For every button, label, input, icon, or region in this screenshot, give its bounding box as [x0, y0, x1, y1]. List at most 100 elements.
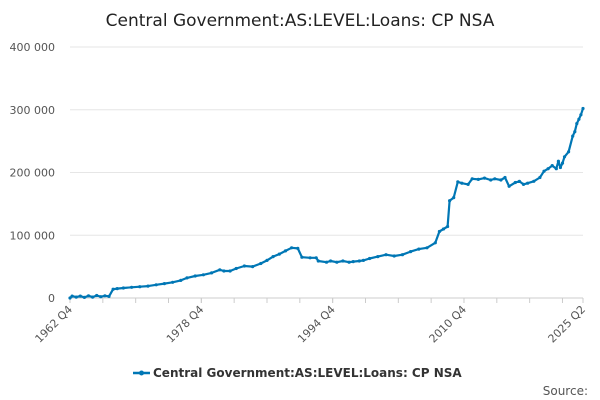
data-point[interactable]	[234, 266, 238, 271]
data-point[interactable]	[489, 178, 493, 182]
y-tick-label: 0	[48, 292, 55, 305]
data-point[interactable]	[146, 284, 150, 288]
data-point[interactable]	[300, 255, 304, 259]
data-point[interactable]	[271, 255, 275, 259]
data-point[interactable]	[499, 178, 503, 182]
data-point[interactable]	[507, 184, 511, 188]
data-point[interactable]	[470, 177, 474, 181]
data-point[interactable]	[579, 113, 583, 117]
data-point[interactable]	[526, 181, 530, 185]
data-point[interactable]	[532, 179, 536, 183]
legend[interactable]: Central Government:AS:LEVEL:Loans: CP NS…	[133, 366, 462, 380]
data-point[interactable]	[513, 180, 517, 185]
data-point[interactable]	[277, 252, 281, 256]
data-point[interactable]	[567, 150, 571, 154]
data-point[interactable]	[538, 175, 542, 180]
data-point[interactable]	[242, 264, 246, 268]
data-point[interactable]	[577, 117, 581, 121]
data-point[interactable]	[283, 249, 288, 253]
data-point[interactable]	[562, 155, 567, 159]
data-point[interactable]	[193, 274, 197, 278]
data-point[interactable]	[542, 169, 546, 173]
data-point[interactable]	[503, 175, 507, 180]
data-point[interactable]	[228, 269, 232, 273]
data-point[interactable]	[456, 180, 460, 184]
data-point[interactable]	[384, 253, 388, 257]
data-point[interactable]	[476, 177, 480, 181]
data-point[interactable]	[417, 247, 421, 251]
data-point[interactable]	[290, 246, 294, 250]
data-point[interactable]	[103, 294, 107, 298]
data-point[interactable]	[376, 255, 380, 259]
data-point[interactable]	[115, 287, 119, 291]
data-point[interactable]	[185, 276, 189, 280]
data-point[interactable]	[550, 164, 554, 168]
data-point[interactable]	[571, 134, 575, 138]
data-point[interactable]	[575, 122, 579, 126]
data-point[interactable]	[138, 285, 142, 289]
data-point[interactable]	[351, 260, 355, 264]
data-point[interactable]	[308, 256, 312, 260]
data-point[interactable]	[222, 269, 226, 273]
data-point[interactable]	[573, 130, 577, 134]
data-point[interactable]	[433, 241, 437, 245]
data-point[interactable]	[95, 293, 99, 298]
data-point[interactable]	[521, 182, 526, 186]
data-point[interactable]	[409, 250, 413, 254]
data-point[interactable]	[517, 179, 522, 183]
data-point[interactable]	[296, 246, 300, 250]
data-point[interactable]	[86, 294, 91, 298]
data-point[interactable]	[357, 259, 361, 263]
data-point[interactable]	[107, 294, 111, 298]
data-point[interactable]	[361, 258, 365, 262]
data-point[interactable]	[201, 273, 205, 277]
data-point[interactable]	[121, 286, 125, 290]
data-point[interactable]	[493, 177, 497, 181]
data-point[interactable]	[329, 259, 333, 263]
data-point[interactable]	[162, 282, 166, 286]
data-point[interactable]	[259, 261, 263, 266]
data-point[interactable]	[68, 296, 72, 300]
data-point[interactable]	[70, 294, 74, 298]
x-tick-label: 1978 Q4	[164, 303, 207, 346]
data-point[interactable]	[99, 295, 103, 299]
data-point[interactable]	[368, 256, 372, 261]
data-point[interactable]	[171, 280, 175, 284]
data-point[interactable]	[448, 199, 452, 203]
data-point[interactable]	[218, 268, 222, 272]
data-point[interactable]	[400, 253, 404, 257]
data-point[interactable]	[392, 254, 396, 258]
data-point[interactable]	[210, 271, 214, 275]
data-point[interactable]	[452, 196, 456, 200]
data-point[interactable]	[581, 106, 585, 111]
data-point[interactable]	[425, 246, 429, 250]
data-point[interactable]	[82, 295, 86, 299]
data-point[interactable]	[154, 283, 158, 287]
data-point[interactable]	[335, 260, 339, 264]
data-point[interactable]	[482, 176, 487, 180]
data-point[interactable]	[446, 224, 450, 229]
data-point[interactable]	[341, 259, 345, 263]
data-point[interactable]	[265, 258, 269, 262]
data-point[interactable]	[251, 265, 255, 269]
data-point[interactable]	[560, 161, 565, 165]
data-point[interactable]	[111, 287, 115, 291]
data-point[interactable]	[347, 260, 351, 264]
data-point[interactable]	[460, 181, 464, 185]
data-point[interactable]	[314, 256, 318, 260]
data-point[interactable]	[558, 165, 563, 170]
data-point[interactable]	[437, 229, 441, 234]
data-point[interactable]	[316, 259, 320, 263]
data-point[interactable]	[324, 260, 329, 264]
data-point[interactable]	[466, 182, 470, 186]
data-point[interactable]	[441, 227, 446, 231]
data-point[interactable]	[130, 285, 134, 289]
data-point[interactable]	[179, 278, 183, 282]
data-point[interactable]	[74, 295, 78, 299]
data-point[interactable]	[554, 167, 558, 171]
data-point[interactable]	[546, 167, 550, 171]
data-point[interactable]	[78, 294, 82, 298]
y-tick-label: 300 000	[10, 104, 56, 117]
data-point[interactable]	[556, 159, 561, 163]
data-point[interactable]	[91, 295, 95, 299]
